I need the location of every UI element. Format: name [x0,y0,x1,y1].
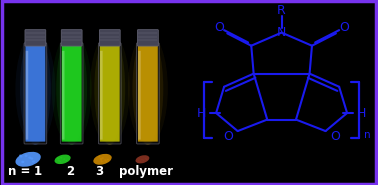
Ellipse shape [140,161,141,162]
FancyBboxPatch shape [138,30,158,46]
FancyBboxPatch shape [24,43,47,144]
Ellipse shape [58,160,60,161]
Text: n =: n = [8,165,31,178]
FancyBboxPatch shape [62,51,65,140]
Ellipse shape [56,33,87,145]
FancyBboxPatch shape [25,45,45,142]
Text: O: O [214,21,224,34]
Ellipse shape [57,157,59,159]
Ellipse shape [59,161,61,162]
Ellipse shape [94,33,125,145]
Text: 3: 3 [95,165,103,178]
Ellipse shape [146,159,147,160]
Ellipse shape [128,33,168,145]
FancyBboxPatch shape [25,30,46,46]
Ellipse shape [98,156,100,158]
FancyBboxPatch shape [100,45,120,142]
FancyBboxPatch shape [136,43,159,144]
Text: 2: 2 [66,165,74,178]
Ellipse shape [102,157,104,159]
Ellipse shape [60,157,62,158]
Ellipse shape [100,158,102,159]
Text: N: N [277,26,286,39]
Ellipse shape [145,158,146,159]
Ellipse shape [15,152,41,167]
FancyBboxPatch shape [61,30,82,46]
FancyBboxPatch shape [99,30,120,46]
Text: n: n [364,130,370,140]
Ellipse shape [54,154,71,164]
Ellipse shape [52,33,91,145]
Ellipse shape [64,158,65,160]
Ellipse shape [58,158,60,159]
Ellipse shape [60,157,62,159]
FancyBboxPatch shape [138,45,158,142]
Text: O: O [223,130,233,143]
Ellipse shape [90,33,130,145]
Ellipse shape [15,33,55,145]
Ellipse shape [30,157,33,160]
Ellipse shape [22,161,25,163]
Ellipse shape [136,155,149,163]
Ellipse shape [100,159,102,161]
Text: O: O [339,21,349,34]
Ellipse shape [19,154,22,157]
Ellipse shape [146,158,147,160]
Ellipse shape [98,33,122,145]
FancyBboxPatch shape [100,51,102,140]
Ellipse shape [93,154,112,165]
Ellipse shape [65,160,67,162]
Ellipse shape [141,159,143,160]
Ellipse shape [132,33,163,145]
Ellipse shape [104,159,107,161]
Ellipse shape [143,160,144,161]
Text: 1: 1 [34,165,42,178]
Ellipse shape [138,160,139,162]
Ellipse shape [138,158,140,159]
FancyBboxPatch shape [98,43,121,144]
FancyBboxPatch shape [26,51,28,140]
Ellipse shape [60,33,84,145]
Ellipse shape [20,33,51,145]
Ellipse shape [23,33,47,145]
Ellipse shape [101,161,103,162]
Ellipse shape [21,161,24,163]
Text: R: R [277,4,286,17]
Ellipse shape [25,154,28,157]
Text: polymer: polymer [119,165,173,178]
Ellipse shape [105,161,107,162]
Ellipse shape [28,157,31,159]
Text: O: O [330,130,340,143]
Text: H: H [197,107,206,120]
Ellipse shape [107,159,109,160]
FancyBboxPatch shape [62,45,82,142]
Ellipse shape [32,160,35,163]
FancyBboxPatch shape [60,43,83,144]
Ellipse shape [136,33,160,145]
FancyBboxPatch shape [138,51,141,140]
Text: H: H [357,107,366,120]
Ellipse shape [20,155,23,158]
